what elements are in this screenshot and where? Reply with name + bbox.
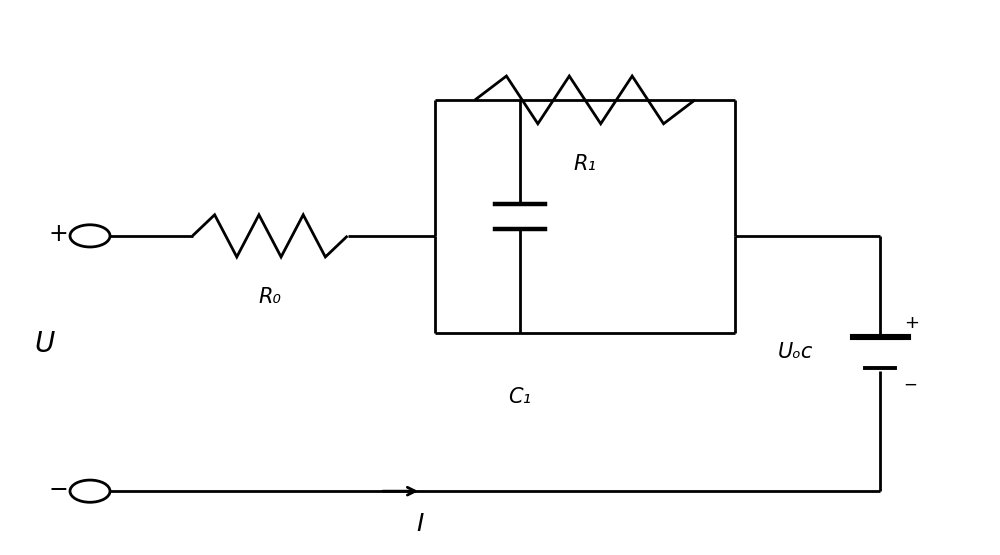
Text: −: − [903, 376, 917, 393]
Text: R₀: R₀ [259, 287, 281, 307]
Text: −: − [48, 477, 68, 502]
Text: I: I [416, 512, 424, 537]
Text: +: + [48, 222, 68, 246]
Text: Uₒᴄ: Uₒᴄ [777, 342, 813, 362]
Text: C₁: C₁ [509, 387, 532, 407]
Text: R₁: R₁ [574, 154, 596, 174]
Text: U: U [35, 330, 55, 358]
Text: +: + [904, 314, 920, 332]
